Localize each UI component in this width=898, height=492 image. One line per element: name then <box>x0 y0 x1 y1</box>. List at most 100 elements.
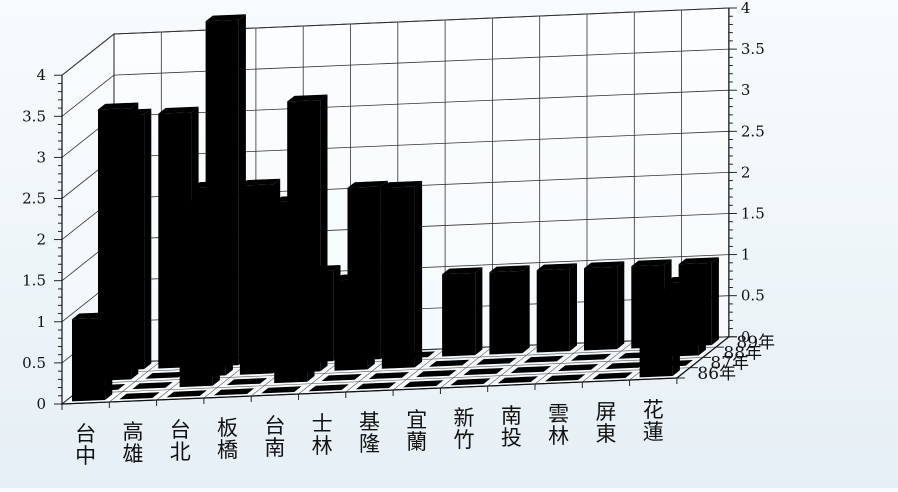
bar-side <box>131 102 139 380</box>
x-tick-label: 南 <box>501 404 522 428</box>
x-tick-label: 板 <box>217 416 238 440</box>
y-axis-right: 0 0.5 1 1.5 2 2.5 3 3.5 4 <box>728 0 765 346</box>
bar-floor-marker <box>368 372 410 380</box>
bar <box>381 180 423 369</box>
x-tick-label: 基 <box>359 410 380 434</box>
x-tick-label: 隆 <box>359 432 380 456</box>
x-tick-label: 蓮 <box>643 420 664 444</box>
bar-floor-marker <box>450 378 491 386</box>
bar <box>72 312 113 402</box>
bar-floor-marker <box>213 388 255 396</box>
bar-floor-marker <box>416 370 457 378</box>
x-tick-label: 新 <box>454 406 475 430</box>
bar-top <box>334 273 375 281</box>
bar <box>274 195 315 384</box>
bar-floor-marker <box>497 376 538 384</box>
x-axis-line <box>61 377 677 405</box>
bar <box>321 374 362 382</box>
bar-floor-marker <box>403 380 444 388</box>
bar-front <box>274 200 308 384</box>
y-tick-label: 4 <box>741 0 751 17</box>
bar <box>592 372 633 380</box>
x-tick-label: 北 <box>170 440 191 464</box>
bar <box>308 384 349 392</box>
bar-floor-marker <box>132 382 173 390</box>
x-tick-label: 蘭 <box>406 430 427 454</box>
bar-side <box>475 267 483 356</box>
bar-side <box>105 312 113 400</box>
y-tick-label: 1.5 <box>741 205 765 223</box>
y-tick-label: 3.5 <box>741 40 765 58</box>
x-tick-label: 台 <box>264 414 285 438</box>
x-tick-label: 花 <box>643 398 664 422</box>
bar-top <box>381 180 423 188</box>
bar-floor-marker <box>476 357 517 365</box>
bar-side <box>367 273 375 370</box>
bar-top <box>274 195 315 203</box>
bar-top <box>678 257 719 265</box>
bar-top <box>72 312 113 320</box>
y-tick-label: 0 <box>741 328 751 346</box>
y-tick-label: 2 <box>36 231 46 249</box>
y-tick-label: 1.5 <box>22 272 46 290</box>
bar-side <box>698 275 706 356</box>
x-tick-label: 橋 <box>217 438 238 462</box>
bar-side <box>672 288 680 376</box>
bar <box>605 362 646 370</box>
bar <box>403 380 444 388</box>
bar-front <box>584 266 618 351</box>
bar <box>179 199 220 388</box>
bar-top <box>631 259 672 267</box>
bar-front <box>639 293 673 378</box>
x-tick-label: 台 <box>75 422 96 446</box>
bar-floor-marker <box>558 364 599 372</box>
x-tick-label: 士 <box>312 412 333 436</box>
x-tick-label: 中 <box>75 444 96 468</box>
bar <box>497 376 538 384</box>
bar <box>166 390 207 398</box>
bar-front <box>179 204 213 388</box>
bar-front <box>72 317 106 402</box>
bar <box>476 357 517 365</box>
bar <box>489 265 530 355</box>
bar <box>226 378 268 386</box>
bar-side <box>225 180 233 376</box>
bar <box>239 178 281 375</box>
bar-side <box>414 180 423 368</box>
bar-side <box>711 257 719 346</box>
bar <box>558 364 599 372</box>
bar-top <box>98 102 139 110</box>
bar <box>584 261 625 351</box>
bar-side <box>144 108 152 370</box>
x-tick-label: 雲 <box>548 402 569 426</box>
bar-side <box>320 94 328 372</box>
bar-top <box>347 180 388 188</box>
bar <box>463 368 504 376</box>
y-tick-label: 0 <box>36 395 46 413</box>
gridline-left-wall <box>61 33 115 76</box>
x-tick-label: 雄 <box>122 442 143 466</box>
x-tick-label: 林 <box>312 434 333 458</box>
x-tick-label: 投 <box>501 426 522 450</box>
x-tick-label: 東 <box>595 422 616 446</box>
bar-side <box>569 263 577 352</box>
x-tick-label: 竹 <box>454 428 475 452</box>
y-tick-label: 4 <box>36 66 46 84</box>
y-tick-label: 3 <box>36 148 46 166</box>
bar <box>334 273 375 371</box>
series-label: 87年 <box>710 354 749 374</box>
y-tick-label: 0.5 <box>22 354 46 372</box>
bar-front <box>239 184 273 375</box>
bar <box>132 382 173 390</box>
bar-top <box>489 265 530 273</box>
bar <box>571 353 612 361</box>
series-label: 89年 <box>736 333 775 353</box>
bar-floor-marker <box>119 392 160 400</box>
bar-top <box>192 180 233 188</box>
bar-floor-marker <box>308 384 349 392</box>
bar-top <box>536 263 577 271</box>
y-tick-label: 3 <box>741 81 751 99</box>
